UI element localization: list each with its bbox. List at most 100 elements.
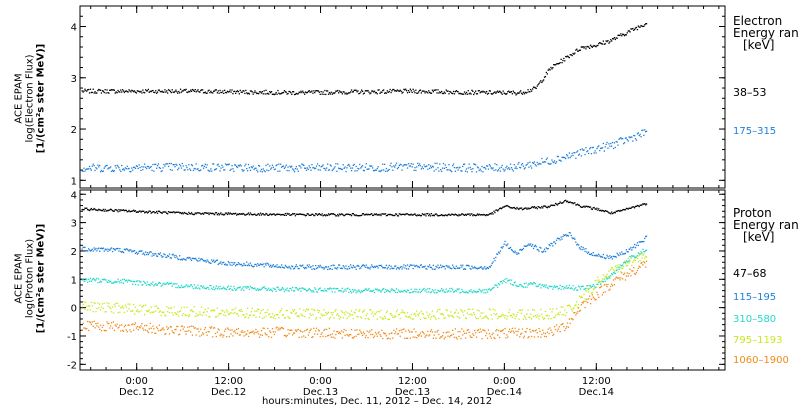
proton-series-310-580-point bbox=[429, 292, 432, 294]
proton-series-47-68-point bbox=[191, 213, 194, 215]
proton-series-47-68-point bbox=[217, 212, 219, 215]
electron-series-175-315-point bbox=[263, 170, 265, 172]
electron-series-38-53-point bbox=[190, 89, 192, 91]
electron-series-175-315-point bbox=[531, 167, 533, 169]
electron-series-38-53-point bbox=[456, 90, 458, 93]
electron-series-38-53-point bbox=[233, 90, 235, 93]
proton-series-115-195-point bbox=[205, 261, 207, 263]
proton-series-310-580-point bbox=[631, 254, 633, 257]
proton-series-310-580-point bbox=[418, 291, 420, 293]
proton-series-1060-1900-point bbox=[395, 328, 398, 330]
proton-series-795-1193-point bbox=[640, 253, 642, 255]
proton-series-115-195-point bbox=[463, 268, 466, 270]
proton-series-115-195-point bbox=[636, 242, 639, 244]
proton-series-115-195-point bbox=[119, 248, 121, 250]
electron-series-175-315-point bbox=[505, 167, 507, 169]
electron-series-38-53-point bbox=[319, 93, 321, 95]
proton-series-795-1193-point bbox=[498, 315, 501, 318]
electron-series-175-315-point bbox=[161, 170, 163, 172]
proton-series-47-68-point bbox=[535, 206, 537, 209]
proton-series-795-1193-point bbox=[282, 314, 285, 316]
electron-series-38-53-point bbox=[235, 92, 237, 94]
proton-series-310-580-point bbox=[179, 286, 181, 289]
proton-series-115-195-point bbox=[141, 250, 143, 252]
electron-series-175-315-point bbox=[506, 165, 508, 167]
proton-series-47-68-point bbox=[546, 207, 548, 209]
proton-series-795-1193-point bbox=[342, 317, 344, 319]
proton-series-310-580-point bbox=[621, 265, 623, 267]
proton-series-47-68-point bbox=[553, 204, 555, 206]
proton-series-310-580-point bbox=[554, 285, 556, 287]
proton-series-115-195-point bbox=[278, 266, 280, 268]
electron-series-38-53-point bbox=[224, 89, 226, 91]
electron-series-38-53-point bbox=[275, 91, 277, 94]
proton-series-115-195-point bbox=[262, 263, 264, 265]
electron-series-175-315-point bbox=[180, 167, 183, 169]
proton-series-115-195-point bbox=[411, 264, 413, 266]
electron-series-175-315-point bbox=[583, 149, 585, 151]
electron-series-38-53-point bbox=[208, 89, 210, 91]
proton-series-795-1193-point bbox=[532, 309, 534, 311]
proton-series-1060-1900-point bbox=[477, 329, 479, 331]
proton-series-795-1193-point bbox=[90, 301, 92, 303]
proton-series-310-580-point bbox=[464, 292, 467, 294]
proton-series-310-580-point bbox=[542, 284, 544, 286]
proton-series-310-580-point bbox=[381, 289, 383, 292]
proton-series-795-1193-point bbox=[122, 305, 124, 307]
proton-series-1060-1900-point bbox=[555, 324, 558, 326]
proton-series-115-195-point bbox=[99, 250, 101, 252]
electron-series-38-53-point bbox=[479, 92, 481, 94]
proton-series-795-1193-point bbox=[202, 312, 205, 314]
electron-series-175-315-point bbox=[515, 166, 517, 168]
electron-series-38-53-point bbox=[445, 89, 447, 91]
proton-series-47-68-point bbox=[351, 213, 354, 215]
proton-series-795-1193-point bbox=[464, 317, 467, 319]
electron-series-38-53-point bbox=[243, 90, 245, 92]
proton-series-310-580-point bbox=[322, 290, 324, 292]
electron-series-175-315-point bbox=[589, 148, 591, 150]
electron-series-175-315-point bbox=[462, 165, 464, 168]
proton-series-310-580-point bbox=[132, 283, 134, 285]
proton-series-115-195-point bbox=[90, 249, 92, 252]
proton-series-115-195-point bbox=[431, 268, 434, 270]
proton-series-310-580-point bbox=[605, 277, 607, 279]
proton-series-1060-1900-point bbox=[579, 309, 582, 312]
proton-series-47-68-point bbox=[614, 212, 616, 214]
electron-series-38-53-point bbox=[145, 90, 148, 92]
proton-series-1060-1900-point bbox=[406, 337, 408, 339]
proton-series-115-195-point bbox=[124, 249, 126, 251]
proton-series-1060-1900-point bbox=[493, 336, 495, 339]
proton-series-795-1193-point bbox=[126, 310, 128, 312]
proton-series-310-580-point bbox=[102, 278, 104, 281]
proton-series-310-580-point bbox=[537, 285, 539, 287]
proton-series-795-1193-point bbox=[405, 315, 407, 317]
electron-series-38-53-point bbox=[229, 89, 231, 91]
electron-series-38-53-point bbox=[270, 92, 272, 94]
proton-series-47-68-point bbox=[166, 212, 168, 214]
proton-legend-line-3: [keV] bbox=[743, 230, 775, 244]
proton-series-310-580-point bbox=[147, 283, 149, 286]
electron-series-175-315-point bbox=[236, 166, 239, 169]
electron-series-38-53-point bbox=[384, 92, 387, 94]
electron-series-175-315-point bbox=[342, 164, 344, 166]
proton-series-1060-1900-point bbox=[204, 327, 206, 329]
proton-series-115-195-point bbox=[507, 243, 509, 245]
proton-series-47-68-point bbox=[568, 201, 570, 204]
electron-series-175-315-point bbox=[278, 163, 280, 165]
proton-series-795-1193-point bbox=[285, 310, 287, 312]
proton-series-310-580-point bbox=[520, 285, 523, 287]
proton-series-310-580-point bbox=[590, 286, 593, 288]
proton-series-795-1193-point bbox=[166, 306, 168, 308]
proton-series-115-195-point bbox=[355, 268, 357, 270]
electron-series-175-315-point bbox=[395, 162, 398, 164]
proton-series-47-68-point bbox=[394, 214, 396, 217]
proton-series-1060-1900-point bbox=[487, 329, 490, 331]
proton-series-310-580-point bbox=[485, 292, 487, 294]
proton-series-310-580-point bbox=[526, 286, 528, 288]
electron-series-175-315-point bbox=[299, 165, 301, 167]
proton-series-47-68-point bbox=[317, 213, 320, 215]
proton-series-115-195-point bbox=[149, 251, 151, 253]
proton-series-47-68-point bbox=[413, 213, 415, 216]
proton-series-47-68-point bbox=[523, 207, 525, 210]
electron-series-175-315-point bbox=[417, 162, 419, 164]
